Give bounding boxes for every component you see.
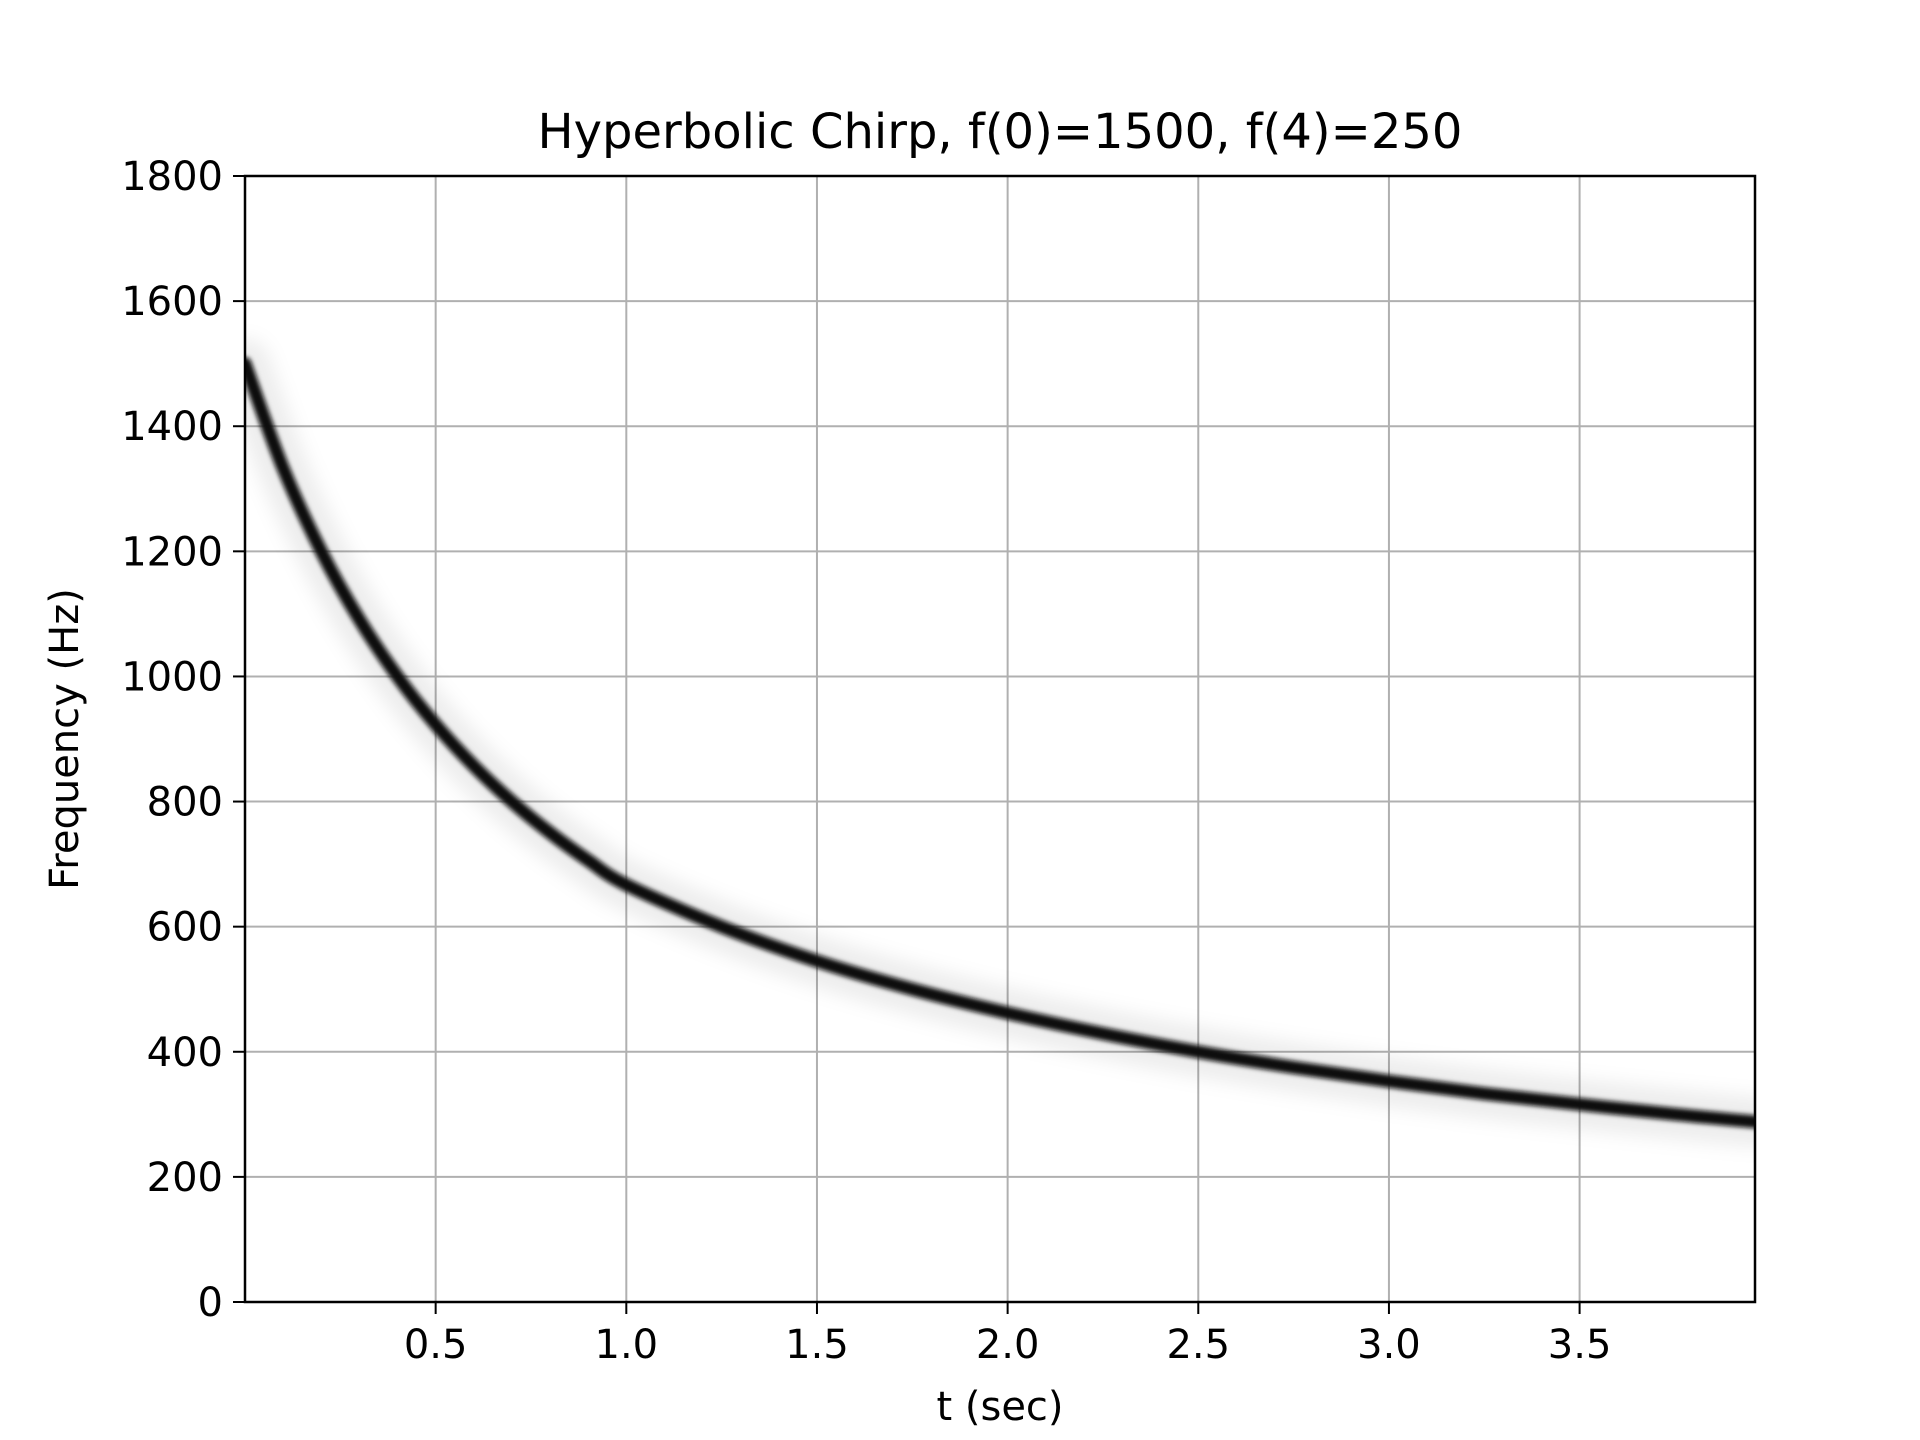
- x-tick-label: 2.5: [1166, 1322, 1230, 1368]
- x-tick-label: 0.5: [404, 1322, 468, 1368]
- x-tick-label: 2.0: [976, 1322, 1040, 1368]
- y-axis-ticks: 0 200 400 600 800 1000 1200 1400 1600 1800: [121, 154, 245, 1326]
- y-tick-label: 1800: [121, 154, 223, 200]
- y-tick-label: 1200: [121, 529, 223, 575]
- x-axis-label: t (sec): [936, 1384, 1063, 1430]
- chirp-frequency-curve: [245, 357, 1755, 1129]
- y-tick-label: 1600: [121, 279, 223, 325]
- x-tick-label: 1.0: [595, 1322, 659, 1368]
- y-tick-label: 800: [147, 780, 223, 826]
- x-gridlines: [434, 176, 1581, 1302]
- x-tick-label: 3.5: [1548, 1322, 1612, 1368]
- y-tick-label: 1400: [121, 404, 223, 450]
- y-tick-label: 600: [147, 905, 223, 951]
- plot-frame: [243, 174, 1757, 1304]
- x-axis-ticks: 0.5 1.0 1.5 2.0 2.5 3.0 3.5: [404, 1302, 1612, 1368]
- y-tick-label: 400: [147, 1030, 223, 1076]
- y-axis-label: Frequency (Hz): [42, 588, 88, 890]
- y-tick-label: 1000: [121, 654, 223, 700]
- y-tick-label: 0: [198, 1280, 223, 1326]
- y-tick-label: 200: [147, 1155, 223, 1201]
- x-tick-label: 3.0: [1357, 1322, 1421, 1368]
- x-tick-label: 1.5: [785, 1322, 849, 1368]
- chart-title: Hyperbolic Chirp, f(0)=1500, f(4)=250: [538, 104, 1463, 160]
